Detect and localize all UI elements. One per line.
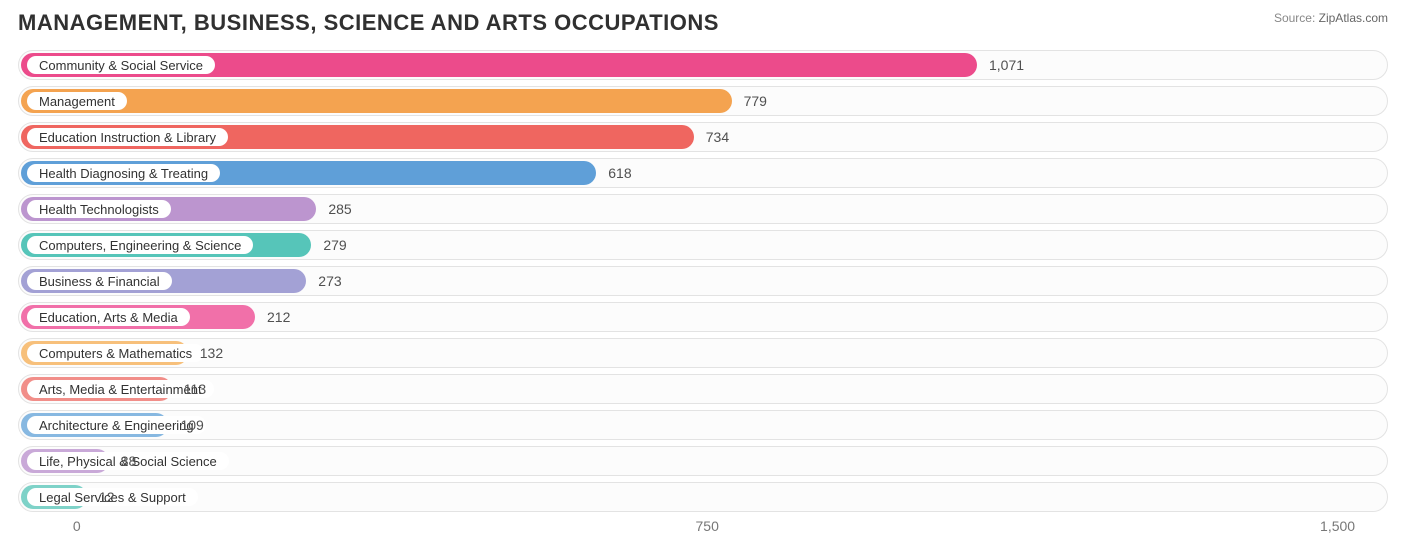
bar-value: 12 [87,482,115,512]
bar-value: 285 [316,194,351,224]
bar-row: Architecture & Engineering109 [18,410,1388,440]
bar-label: Education, Arts & Media [27,308,190,326]
bar-value: 1,071 [977,50,1024,80]
bar-value: 212 [255,302,290,332]
axis-tick: 1,500 [1320,518,1355,534]
bar-label: Health Diagnosing & Treating [27,164,220,182]
bar-label: Education Instruction & Library [27,128,228,146]
chart-header: MANAGEMENT, BUSINESS, SCIENCE AND ARTS O… [18,10,1388,36]
bar-row: Community & Social Service 1,071 [18,50,1388,80]
x-axis: 0 750 1,500 [18,518,1388,540]
bar-row: Life, Physical & Social Science38 [18,446,1388,476]
chart-area: Community & Social Service 1,071 Managemen… [18,50,1388,540]
bar-value: 132 [188,338,223,368]
bar-row: Health Technologists 285 [18,194,1388,224]
bar-label: Management [27,92,127,110]
bar-row: Legal Services & Support12 [18,482,1388,512]
bar-row: Health Diagnosing & Treating 618 [18,158,1388,188]
axis-tick: 0 [73,518,81,534]
bar-value: 279 [311,230,346,260]
bar-track [18,374,1388,404]
bar-label: Business & Financial [27,272,172,290]
bar-value: 734 [694,122,729,152]
bar-track [18,482,1388,512]
source-label: Source: [1274,11,1315,25]
bar-row: Arts, Media & Entertainment113 [18,374,1388,404]
chart-title: MANAGEMENT, BUSINESS, SCIENCE AND ARTS O… [18,10,719,36]
bar-fill [21,89,732,113]
bar-row: Education, Arts & Media 212 [18,302,1388,332]
bar-value: 38 [109,446,137,476]
bar-label: Community & Social Service [27,56,215,74]
bar-value: 618 [596,158,631,188]
bar-label: Computers & Mathematics [27,344,204,362]
bar-track [18,338,1388,368]
bar-row: Computers, Engineering & Science 279 [18,230,1388,260]
bar-row: Education Instruction & Library 734 [18,122,1388,152]
source-name: ZipAtlas.com [1319,11,1388,25]
bar-row: Business & Financial 273 [18,266,1388,296]
bar-row: Computers & Mathematics132 [18,338,1388,368]
bar-value: 109 [168,410,203,440]
bar-track [18,410,1388,440]
bar-value: 273 [306,266,341,296]
bar-value: 779 [732,86,767,116]
chart-source: Source: ZipAtlas.com [1274,10,1388,27]
bar-value: 113 [172,374,206,404]
axis-tick: 750 [696,518,719,534]
bar-row: Management 779 [18,86,1388,116]
bar-label: Health Technologists [27,200,171,218]
bar-label: Computers, Engineering & Science [27,236,253,254]
